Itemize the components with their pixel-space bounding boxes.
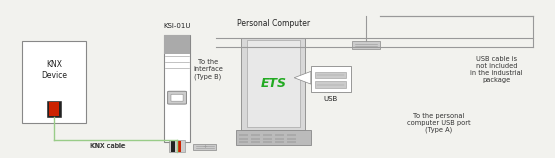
Bar — [251, 141, 260, 143]
FancyBboxPatch shape — [171, 94, 183, 101]
Bar — [169, 140, 185, 152]
Bar — [275, 134, 284, 136]
Bar — [263, 134, 272, 136]
Polygon shape — [294, 71, 311, 84]
Bar — [49, 102, 59, 116]
Text: ETS: ETS — [260, 77, 286, 90]
Bar — [287, 138, 296, 140]
Text: KNX cable: KNX cable — [90, 143, 126, 149]
Bar — [241, 38, 305, 130]
Bar — [315, 81, 346, 88]
Text: KNX cable: KNX cable — [92, 143, 125, 149]
Bar — [239, 134, 248, 136]
Bar — [164, 35, 190, 54]
Bar — [239, 141, 248, 143]
Bar — [236, 130, 311, 145]
Text: USB cable is
not included
in the industrial
package: USB cable is not included in the industr… — [471, 56, 523, 83]
Bar — [275, 141, 284, 143]
Bar — [263, 141, 272, 143]
Bar — [251, 138, 260, 140]
Text: To the personal
computer USB port
(Type A): To the personal computer USB port (Type … — [407, 113, 470, 134]
Text: To the
interface
(Type B): To the interface (Type B) — [193, 59, 223, 80]
Bar — [275, 138, 284, 140]
Bar — [48, 101, 61, 117]
FancyBboxPatch shape — [168, 91, 186, 104]
Text: USB: USB — [324, 96, 338, 102]
Bar — [164, 35, 190, 142]
Bar — [287, 141, 296, 143]
FancyBboxPatch shape — [311, 66, 351, 92]
Bar — [171, 141, 175, 152]
Bar — [22, 41, 86, 123]
Bar — [247, 40, 300, 127]
Text: Personal Computer: Personal Computer — [237, 19, 310, 28]
Text: KNX
Device: KNX Device — [41, 60, 67, 79]
Bar — [263, 138, 272, 140]
Text: +: + — [203, 144, 207, 149]
Bar — [239, 138, 248, 140]
Bar — [287, 134, 296, 136]
Bar — [352, 41, 380, 49]
Text: KSI-01U: KSI-01U — [163, 23, 191, 29]
Bar — [193, 144, 216, 150]
Bar — [251, 134, 260, 136]
Bar — [177, 141, 181, 152]
Bar — [315, 72, 346, 78]
